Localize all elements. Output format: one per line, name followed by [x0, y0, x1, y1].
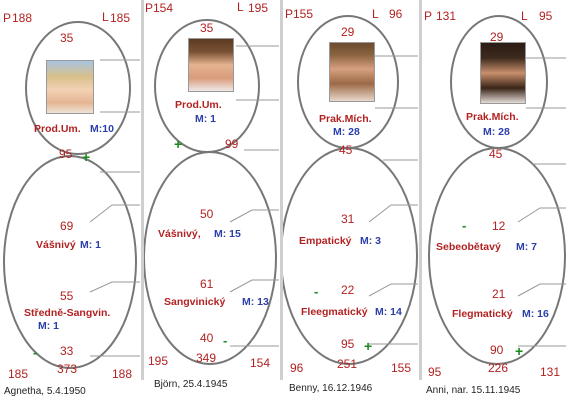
benny-m-a: M: 3 [360, 235, 381, 247]
agnetha-l-value: 185 [110, 11, 131, 25]
anni-mid-value: 45 [489, 147, 503, 161]
benny-bottom-right: 155 [391, 361, 412, 375]
anni-m-a: M: 7 [516, 241, 537, 253]
benny-plus-sign: + [364, 338, 373, 354]
bjorn-value-a: 50 [200, 207, 214, 221]
benny-mid-value: 45 [339, 143, 353, 157]
bjorn-mid-value: 99 [225, 137, 239, 151]
bjorn-l-label: L [237, 0, 244, 14]
anni-label-b: Flegmatický [452, 308, 513, 320]
benny-bottom-sum: 251 [337, 357, 358, 371]
benny-l-value: 96 [389, 7, 403, 21]
bjorn-portrait [188, 38, 234, 92]
bjorn-bottom-left: 195 [148, 354, 169, 368]
agnetha-m-a: M: 1 [80, 239, 101, 251]
benny-figure-outline [283, 15, 418, 365]
agnetha-bottom-right: 188 [112, 367, 133, 381]
anni-figure-outline [428, 15, 566, 365]
anni-value-b: 21 [492, 287, 506, 301]
benny-portrait [329, 42, 375, 102]
benny-p-value: 155 [293, 7, 314, 21]
bjorn-type-m: M: 1 [195, 113, 216, 125]
benny-value-a: 31 [341, 212, 355, 226]
benny-minus-sign: - [314, 284, 319, 299]
agnetha-bottom-left: 185 [8, 367, 29, 381]
panel-agnetha: P 188 L 185 35 Prod.Um. M:10 95 + 69 Váš… [0, 0, 141, 400]
agnetha-bottom-value: 33 [60, 344, 74, 358]
anni-p-value: 131 [436, 9, 457, 23]
agnetha-type-label: Prod.Um. [34, 123, 81, 135]
agnetha-minus-sign: - [33, 345, 38, 360]
bjorn-minus-sign: - [223, 333, 228, 348]
benny-bottom-left: 96 [290, 361, 304, 375]
anni-m-b: M: 16 [522, 308, 549, 320]
agnetha-value-b: 55 [60, 289, 74, 303]
benny-m-b: M: 14 [375, 306, 402, 318]
benny-l-label: L [372, 7, 379, 21]
anni-minus-sign: - [462, 218, 467, 233]
anni-type-m: M: 28 [483, 126, 510, 138]
bjorn-bottom-value: 40 [200, 331, 214, 345]
benny-label-a: Empatický [299, 235, 352, 247]
benny-p-label: P [285, 7, 294, 21]
anni-bottom-value: 90 [490, 343, 504, 357]
anni-l-label: L [521, 9, 528, 23]
anni-bottom-sum: 226 [488, 361, 509, 375]
anni-plus-sign: + [515, 343, 524, 359]
bjorn-value-b: 61 [200, 277, 214, 291]
agnetha-type-m: M:10 [90, 123, 114, 135]
panel-anni: P 131 L 95 29 Prak.Mích. M: 28 45 - 12 S… [422, 0, 567, 400]
agnetha-mid-value: 95 [59, 147, 73, 161]
bjorn-bottom-sum: 349 [196, 351, 217, 365]
bjorn-label-a: Vášnivý, [158, 228, 201, 240]
agnetha-caption: Agnetha, 5.4.1950 [4, 386, 86, 397]
bjorn-p-label: P [145, 1, 154, 15]
benny-top-value: 29 [341, 25, 355, 39]
panel-divider [419, 0, 422, 380]
bjorn-top-value: 35 [200, 21, 214, 35]
bjorn-p-value: 154 [153, 1, 174, 15]
agnetha-top-value: 35 [60, 31, 74, 45]
agnetha-figure-outline [3, 21, 140, 369]
bjorn-m-b: M: 13 [242, 296, 269, 308]
anni-bottom-right: 131 [540, 365, 561, 379]
anni-bottom-left: 95 [428, 365, 442, 379]
bjorn-m-a: M: 15 [214, 228, 241, 240]
anni-top-value: 29 [490, 30, 504, 44]
bjorn-type-label: Prod.Um. [175, 99, 222, 111]
anni-label-a: Sebeobětavý [436, 241, 501, 253]
panel-divider [280, 0, 283, 380]
anni-p-label: P [424, 9, 433, 23]
anni-l-value: 95 [539, 9, 553, 23]
agnetha-label-b: Středně-Sangvin. [24, 307, 111, 319]
benny-bottom-value: 95 [341, 337, 355, 351]
agnetha-m-b: M: 1 [38, 320, 59, 332]
bjorn-l-value: 195 [248, 1, 269, 15]
agnetha-plus-sign: + [82, 149, 91, 165]
anni-portrait [480, 42, 526, 104]
agnetha-label-a: Vášnivý [36, 239, 76, 251]
anni-type-label: Prak.Mích. [466, 111, 519, 123]
benny-value-b: 22 [341, 283, 355, 297]
panel-divider [141, 0, 144, 380]
agnetha-l-label: L [102, 10, 109, 24]
bjorn-plus-sign: + [174, 136, 183, 152]
bjorn-bottom-right: 154 [250, 356, 271, 370]
panel-benny: P 155 L 96 29 Prak.Mích. M: 28 45 31 Emp… [283, 0, 419, 400]
benny-type-m: M: 28 [333, 126, 360, 138]
agnetha-p-value: 188 [12, 11, 33, 25]
bjorn-caption: Björn, 25.4.1945 [154, 379, 228, 390]
agnetha-bottom-sum: 373 [57, 362, 78, 376]
bjorn-label-b: Sangvinický [164, 296, 226, 308]
agnetha-portrait [46, 60, 94, 114]
panel-bjorn: P 154 L 195 35 Prod.Um. M: 1 + 99 50 Váš… [144, 0, 280, 400]
benny-type-label: Prak.Mích. [319, 113, 372, 125]
benny-caption: Benny, 16.12.1946 [289, 383, 373, 394]
bjorn-figure-outline [144, 19, 279, 365]
anni-value-a: 12 [492, 219, 506, 233]
agnetha-p-label: P [3, 11, 12, 25]
anni-caption: Anni, nar. 15.11.1945 [426, 385, 521, 396]
agnetha-value-a: 69 [60, 219, 74, 233]
benny-label-b: Fleegmatický [301, 306, 368, 318]
